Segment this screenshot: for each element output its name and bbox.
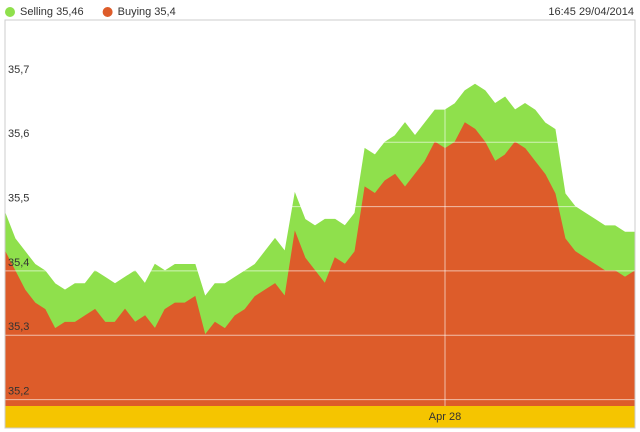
- legend-label: Buying 35,4: [118, 6, 176, 18]
- y-tick-label: 35,4: [8, 257, 29, 269]
- y-tick-label: 35,6: [8, 128, 29, 140]
- y-tick-label: 35,5: [8, 192, 29, 204]
- legend-marker: [102, 7, 113, 17]
- legend-label: Selling 35,46: [20, 6, 84, 18]
- y-tick-label: 35,2: [8, 385, 29, 397]
- x-tick-label: Apr 28: [429, 411, 461, 423]
- y-tick-label: 35,7: [8, 64, 29, 76]
- legend-marker: [5, 7, 15, 17]
- timestamp: 16:45 29/04/2014: [548, 6, 634, 18]
- y-tick-label: 35,3: [8, 321, 29, 333]
- frame: [4, 19, 636, 429]
- x-axis-band: [5, 406, 635, 428]
- plot-area: [4, 20, 636, 407]
